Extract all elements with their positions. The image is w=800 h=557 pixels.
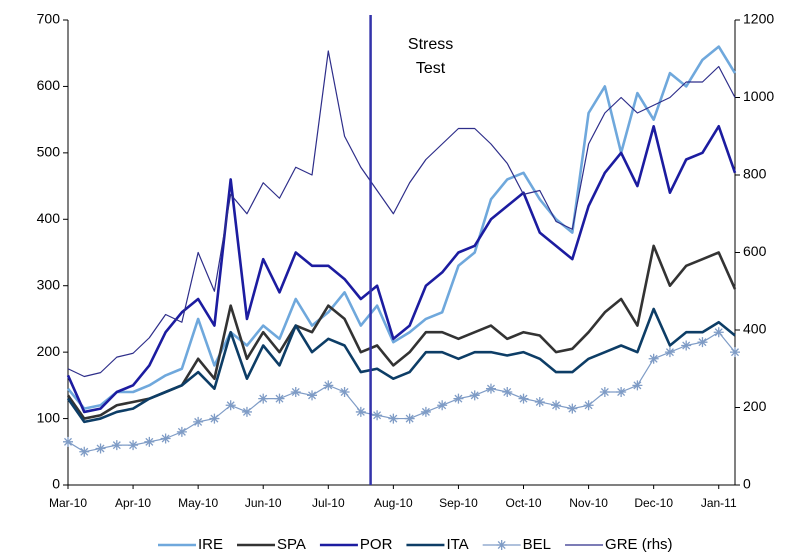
marker [713, 327, 724, 338]
y-tick-label: 700 [37, 11, 61, 27]
marker [648, 353, 659, 364]
marker [63, 436, 73, 447]
legend-label: BEL [523, 536, 551, 553]
marker [372, 410, 383, 421]
annotation: Test [416, 60, 446, 77]
marker [730, 347, 740, 358]
marker [225, 400, 236, 411]
x-tick-label: May-10 [178, 496, 218, 510]
series-line [66, 45, 737, 410]
marker [518, 393, 529, 404]
marker [583, 400, 594, 411]
marker [323, 380, 334, 391]
x-tick-label: Jan-11 [701, 496, 737, 510]
x-tick-label: Apr-10 [115, 496, 151, 510]
marker [534, 396, 545, 407]
marker [502, 387, 513, 397]
y2-tick-label: 600 [743, 243, 767, 259]
marker [95, 443, 106, 454]
marker [453, 393, 464, 404]
marker [274, 393, 285, 404]
y2-tick-label: 0 [743, 476, 751, 492]
y-tick-label: 400 [37, 210, 61, 226]
marker [469, 390, 480, 401]
marker [437, 400, 448, 411]
legend-label: IRE [198, 536, 223, 553]
x-tick-label: Oct-10 [506, 496, 542, 510]
legend-label: SPA [277, 536, 306, 553]
y-tick-label: 300 [37, 276, 61, 292]
series-line [67, 331, 736, 453]
marker [599, 387, 610, 397]
marker [79, 446, 90, 457]
marker [258, 393, 269, 404]
marker [420, 406, 431, 417]
marker [160, 433, 171, 444]
marker [290, 387, 301, 397]
y2-tick-label: 200 [743, 398, 767, 414]
legend-label: POR [360, 536, 393, 553]
annotation: Stress [408, 36, 453, 53]
y2-tick-label: 800 [743, 166, 767, 182]
series-line [66, 124, 737, 414]
marker [241, 406, 252, 417]
marker [144, 436, 155, 447]
marker [404, 413, 415, 424]
series-line [67, 50, 736, 378]
x-tick-label: Jul-10 [312, 496, 345, 510]
legend-label: GRE (rhs) [605, 536, 673, 553]
x-tick-label: Jun-10 [245, 496, 282, 510]
marker [176, 426, 187, 437]
marker [111, 440, 122, 451]
y-tick-label: 100 [37, 409, 61, 425]
marker [128, 440, 139, 451]
marker [616, 387, 627, 397]
marker [664, 347, 675, 358]
x-tick-label: Aug-10 [374, 496, 413, 510]
series-line [66, 307, 736, 424]
x-tick-label: Sep-10 [439, 496, 478, 510]
y-tick-label: 200 [37, 343, 61, 359]
y-tick-label: 600 [37, 77, 61, 93]
marker [307, 390, 318, 401]
y2-tick-label: 1200 [743, 11, 774, 27]
marker [193, 416, 204, 427]
y-tick-label: 0 [52, 476, 60, 492]
marker [388, 413, 399, 424]
marker [567, 403, 578, 414]
marker [209, 413, 220, 424]
y2-tick-label: 1000 [743, 88, 774, 104]
marker [339, 387, 350, 397]
x-tick-label: Mar-10 [49, 496, 87, 510]
marker [551, 400, 562, 411]
legend-label: ITA [446, 536, 468, 553]
x-tick-label: Nov-10 [569, 496, 608, 510]
marker [697, 337, 708, 348]
marker [632, 380, 643, 391]
legend-marker [496, 540, 507, 550]
marker [485, 383, 496, 394]
marker [355, 406, 366, 417]
x-tick-label: Dec-10 [634, 496, 673, 510]
y-tick-label: 500 [37, 144, 61, 160]
y2-tick-label: 400 [743, 321, 767, 337]
marker [681, 340, 692, 351]
